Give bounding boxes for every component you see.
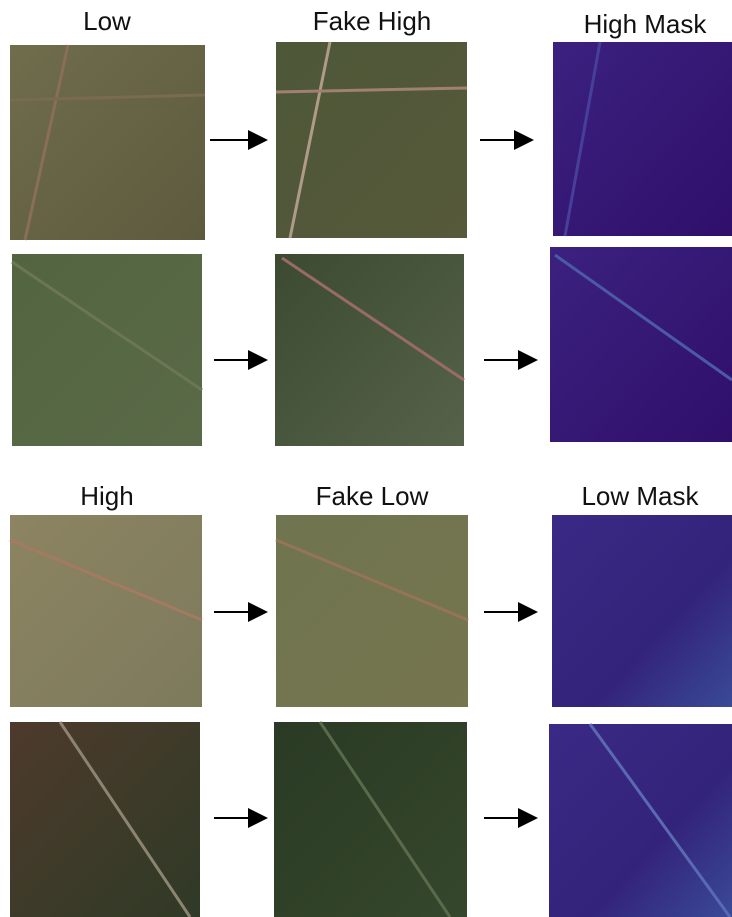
column-header: High Mask (584, 9, 708, 39)
mask-image (553, 42, 732, 236)
column-header: Fake High (313, 6, 432, 36)
satellite-image (275, 254, 464, 446)
image-row (10, 722, 732, 917)
arrows (210, 140, 534, 818)
satellite-image (276, 515, 468, 707)
satellite-image (276, 42, 467, 238)
mask-image (549, 724, 732, 917)
mask-image (550, 247, 732, 442)
image-row (12, 247, 732, 446)
image-row (10, 42, 732, 240)
satellite-image (10, 515, 202, 707)
satellite-image (274, 722, 467, 917)
column-header: High (80, 481, 133, 511)
column-header: Low Mask (581, 481, 699, 511)
image-row (10, 515, 732, 707)
figure: Low Fake High High Mask High Fake Low Lo… (0, 0, 732, 917)
column-header: Low (83, 6, 131, 36)
column-header: Fake Low (316, 481, 429, 511)
satellite-image (10, 45, 205, 240)
mask-image (552, 515, 732, 707)
